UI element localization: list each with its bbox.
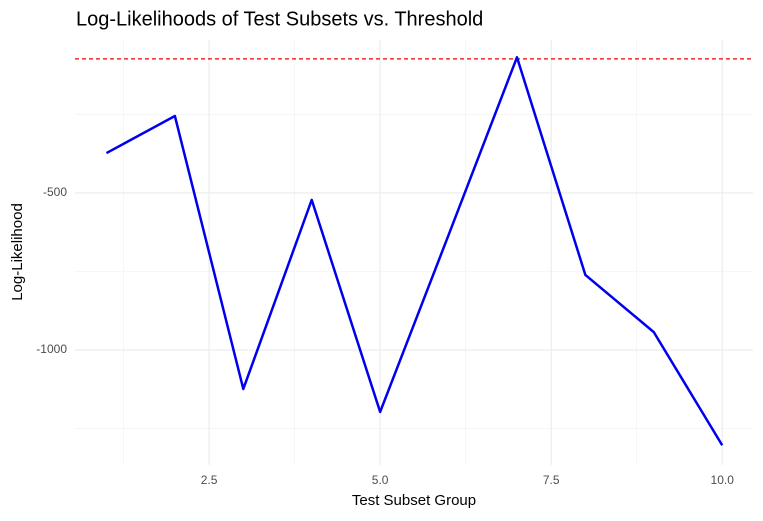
- y-tick-label: -1000: [36, 342, 67, 356]
- x-tick-label: 10.0: [711, 473, 735, 487]
- y-axis-title: Log-Likelihood: [9, 203, 26, 301]
- y-tick-label: -500: [43, 185, 67, 199]
- data-line: [105, 56, 724, 446]
- x-tick-label: 5.0: [372, 473, 389, 487]
- x-tick-label: 7.5: [543, 473, 560, 487]
- chart-title: Log-Likelihoods of Test Subsets vs. Thre…: [76, 8, 483, 30]
- x-tick-label: 2.5: [201, 473, 218, 487]
- x-axis-title: Test Subset Group: [352, 492, 476, 509]
